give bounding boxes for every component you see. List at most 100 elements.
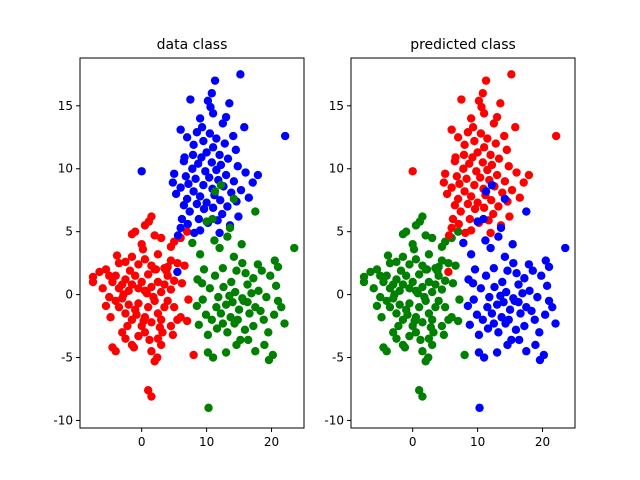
scatter-point-predicted-green-85 xyxy=(413,289,423,298)
scatter-point-class-red-87 xyxy=(145,335,154,345)
scatter-point-class-green-77 xyxy=(253,260,263,269)
scatter-point-predicted-red-50 xyxy=(507,185,517,195)
scatter-point-class-red-25 xyxy=(114,302,124,312)
scatter-point-predicted-green-16 xyxy=(418,282,427,292)
scatter-point-predicted-green-87 xyxy=(416,335,425,345)
scatter-point-predicted-red-43 xyxy=(500,177,510,186)
scatter-point-predicted-green-18 xyxy=(424,277,434,287)
scatter-point-class-red-88 xyxy=(129,343,139,352)
scatter-point-predicted-blue-65 xyxy=(500,194,510,204)
scatter-point-predicted-red-5 xyxy=(496,99,505,108)
scatter-point-class-blue-4 xyxy=(203,96,213,105)
scatter-point-class-red-24 xyxy=(111,296,120,306)
scatter-point-predicted-red-20 xyxy=(460,140,469,150)
scatter-point-predicted-blue-6 xyxy=(509,258,518,268)
scatter-point-predicted-green-90 xyxy=(426,323,436,332)
scatter-point-class-green-18 xyxy=(221,300,231,309)
scatter-point-class-red-38 xyxy=(156,315,166,324)
scatter-point-predicted-red-46 xyxy=(470,180,479,190)
scatter-point-class-blue-39 xyxy=(181,172,191,181)
scatter-point-class-red-96 xyxy=(132,310,141,319)
scatter-point-predicted-red-11 xyxy=(447,125,456,134)
scatter-point-class-red-28 xyxy=(124,300,133,309)
y-tick-label-5: 5 xyxy=(336,225,344,239)
scatter-point-class-green-13 xyxy=(243,280,252,289)
scatter-point-class-blue-1 xyxy=(210,76,220,85)
scatter-point-predicted-blue-74 xyxy=(531,340,540,350)
scatter-point-class-red-31 xyxy=(134,299,143,308)
scatter-point-predicted-blue-51 xyxy=(499,297,508,307)
scatter-point-class-blue-0 xyxy=(236,70,245,79)
scatter-point-predicted-red-37 xyxy=(440,169,450,178)
scatter-point-predicted-blue-56 xyxy=(542,281,552,290)
scatter-point-predicted-red-31 xyxy=(504,162,513,171)
scatter-point-class-green-54 xyxy=(247,289,256,298)
scatter-point-class-red-107 xyxy=(125,266,135,275)
scatter-point-class-blue-56 xyxy=(244,193,254,202)
scatter-point-predicted-green-23 xyxy=(440,276,450,285)
scatter-point-class-blue-61 xyxy=(192,199,202,209)
y-tick-label-0: 0 xyxy=(336,288,344,302)
scatter-point-class-red-18 xyxy=(153,277,163,287)
scatter-point-class-blue-74 xyxy=(176,223,185,233)
scatter-point-predicted-blue-63 xyxy=(481,187,491,196)
scatter-point-predicted-blue-33 xyxy=(511,325,521,335)
scatter-point-predicted-blue-35 xyxy=(494,328,503,337)
scatter-point-class-red-44 xyxy=(176,313,185,322)
scatter-point-class-red-59 xyxy=(156,233,166,243)
scatter-point-class-green-6 xyxy=(238,258,247,268)
scatter-point-predicted-green-11 xyxy=(401,271,411,280)
x-tick-label-10: 10 xyxy=(199,435,214,449)
scatter-point-predicted-green-79 xyxy=(414,386,424,395)
scatter-point-predicted-blue-64 xyxy=(487,180,497,190)
scatter-point-class-red-82 xyxy=(98,284,107,293)
scatter-point-predicted-red-52 xyxy=(498,188,507,197)
scatter-point-predicted-red-1 xyxy=(481,76,491,85)
scatter-point-predicted-blue-58 xyxy=(486,243,495,253)
scatter-panel-predicted-class: predicted class 0 10 20 -10 -5 0 5 10 15 xyxy=(324,37,576,449)
scatter-point-predicted-green-5 xyxy=(382,271,391,280)
scatter-point-class-blue-83 xyxy=(190,228,199,238)
scatter-point-predicted-blue-60 xyxy=(496,223,506,233)
scatter-point-predicted-green-50 xyxy=(411,255,421,264)
scatter-point-class-green-19 xyxy=(214,292,223,302)
scatter-point-class-green-73 xyxy=(241,269,250,278)
scatter-point-class-blue-12 xyxy=(192,128,202,137)
scatter-point-class-green-41 xyxy=(280,319,289,328)
scatter-point-class-green-51 xyxy=(228,297,237,307)
scatter-point-predicted-red-51 xyxy=(460,187,469,196)
scatter-point-class-red-34 xyxy=(143,302,153,312)
scatter-point-class-blue-24 xyxy=(215,150,224,160)
scatter-point-class-red-62 xyxy=(182,227,192,236)
scatter-point-predicted-red-66 xyxy=(456,207,465,216)
scatter-point-predicted-red-12 xyxy=(463,128,473,137)
scatter-point-class-blue-26 xyxy=(223,154,233,163)
scatter-point-predicted-green-55 xyxy=(444,258,453,268)
scatter-point-class-blue-77 xyxy=(173,231,183,240)
scatter-point-class-green-48 xyxy=(203,348,213,357)
y-tick-label-15: 15 xyxy=(329,99,344,113)
scatter-point-class-red-2 xyxy=(101,265,111,274)
scatter-point-predicted-green-15 xyxy=(414,270,424,279)
scatter-point-class-blue-38 xyxy=(221,170,231,180)
scatter-point-predicted-green-83 xyxy=(372,301,382,311)
scatter-point-class-green-9 xyxy=(218,263,228,273)
scatter-point-class-red-47 xyxy=(121,257,130,267)
scatter-point-class-red-48 xyxy=(127,252,137,262)
scatter-point-class-red-27 xyxy=(121,309,130,318)
scatter-point-predicted-red-41 xyxy=(462,174,471,184)
scatter-point-class-red-101 xyxy=(151,265,161,274)
scatter-point-class-blue-15 xyxy=(280,131,290,141)
scatter-point-predicted-blue-31 xyxy=(530,315,539,324)
scatter-point-predicted-green-4 xyxy=(379,277,388,287)
scatter-point-class-green-52 xyxy=(219,282,228,292)
scatter-point-predicted-red-21 xyxy=(479,143,489,152)
scatter-point-class-red-93 xyxy=(119,290,128,299)
scatter-point-class-blue-8 xyxy=(195,114,205,123)
scatter-point-predicted-red-85 xyxy=(459,150,469,160)
scatter-point-predicted-blue-4 xyxy=(537,271,546,280)
scatter-point-class-green-56 xyxy=(271,281,281,290)
scatter-point-class-blue-68 xyxy=(234,212,243,221)
scatter-point-predicted-red-10 xyxy=(511,123,520,132)
scatter-point-predicted-green-25 xyxy=(385,302,395,312)
